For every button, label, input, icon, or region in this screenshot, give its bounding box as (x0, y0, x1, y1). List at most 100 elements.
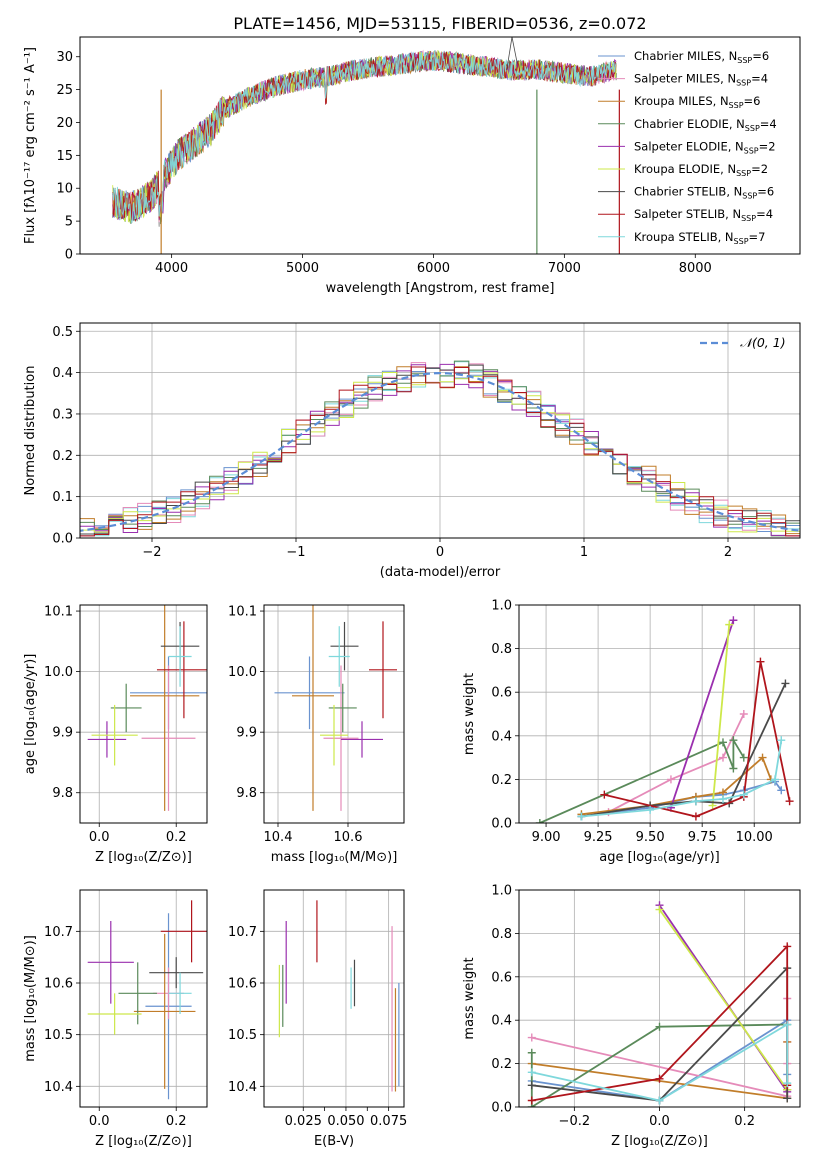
weight-marker (666, 775, 675, 784)
panel-weight-vs-age: 9.00 9.25 9.50 9.75 10.00 0.0 0.2 0.4 0.6 0.8 1.0 a… (462, 599, 801, 865)
x-tick-label: 10.4 (264, 830, 293, 845)
weight-marker (783, 1079, 792, 1088)
x-tick-label: 0 (436, 545, 444, 560)
plot-area (87, 605, 207, 811)
weight-marker (739, 710, 748, 718)
panel-spectrum: 4000 5000 6000 7000 8000 0 5 10 15 20 25 30 waveleng… (23, 36, 801, 296)
x-tick-label: 9.25 (584, 830, 613, 845)
weight-marker (535, 819, 544, 823)
plot-area (80, 360, 800, 537)
x-tick-label: 0.025 (285, 1114, 322, 1129)
x-tick-label: 0.2 (166, 830, 187, 845)
y-tick-label: 0.2 (52, 449, 73, 464)
y-tick-label: 10.1 (44, 605, 73, 620)
plot-area (527, 901, 792, 1107)
y-tick-label: 1.0 (491, 884, 512, 899)
weight-line (711, 624, 731, 806)
y-tick-label: 15 (56, 149, 73, 164)
y-tick-label: 10.5 (228, 1028, 257, 1043)
weight-marker (783, 1020, 792, 1029)
weight-marker (718, 738, 727, 747)
weight-marker (758, 753, 767, 762)
y-tick-label: 9.8 (236, 786, 257, 801)
weight-marker (729, 616, 738, 625)
spectrum-line (506, 37, 518, 70)
x-axis-label: Z [log₁₀(Z/Z⊙)] (611, 1134, 708, 1149)
x-tick-label: 0.075 (370, 1114, 407, 1129)
y-axis-label: age [log₁₀(age/yr)] (23, 654, 38, 775)
plot-area (87, 900, 207, 1100)
x-axis-label: wavelength [Angstrom, rest frame] (326, 281, 555, 296)
x-tick-label: 8000 (679, 261, 712, 276)
y-tick-label: 0 (65, 248, 73, 263)
weight-marker (527, 1068, 536, 1077)
y-tick-label: 0.5 (52, 325, 73, 340)
y-tick-label: 0.6 (491, 686, 512, 701)
y-tick-label: 0.3 (52, 407, 73, 422)
x-tick-label: 4000 (155, 261, 188, 276)
weight-marker (777, 786, 786, 795)
weight-marker (527, 1048, 536, 1057)
weight-line (530, 1023, 788, 1107)
x-axis-label: mass [log₁₀(M/M⊙)] (271, 850, 398, 865)
weight-marker (577, 812, 586, 821)
legend-entry: Salpeter STELIB, NSSP=4 (634, 207, 773, 223)
y-tick-label: 5 (65, 215, 73, 230)
weight-line (531, 1022, 789, 1102)
y-tick-label: 0.8 (491, 642, 512, 657)
y-tick-label: 10.7 (228, 925, 257, 940)
x-tick-label: 1 (580, 545, 588, 560)
y-tick-label: 10.0 (228, 665, 257, 680)
weight-marker (783, 1094, 792, 1103)
y-tick-label: 0.1 (52, 490, 73, 505)
panel-age-vs-mass: 10.4 10.6 9.8 9.9 10.0 10.1 mass [log₁₀(M/M⊙)] (228, 604, 405, 865)
weight-marker (655, 1096, 664, 1105)
panel-mass-vs-EBV: 0.025 0.050 0.075 10.4 10.5 10.6 10.7 E(B-V) (228, 889, 407, 1149)
x-tick-label: 10.6 (334, 830, 363, 845)
weight-marker (527, 1096, 536, 1105)
x-axis-label: Z [log₁₀(Z/Z⊙)] (95, 1134, 192, 1149)
legend-entry: Kroupa MILES, NSSP=6 (634, 94, 760, 110)
legend: 𝒩(0, 1) (700, 335, 786, 350)
y-tick-label: 10.6 (44, 977, 73, 992)
y-tick-label: 10.4 (228, 1080, 257, 1095)
legend: Chabrier MILES, NSSP=6 Salpeter MILES, NS… (598, 49, 777, 246)
y-tick-label: 0.4 (491, 729, 512, 744)
weight-marker (739, 790, 748, 799)
x-tick-label: 6000 (417, 261, 450, 276)
x-axis-label: E(B-V) (314, 1134, 354, 1149)
y-axis-label: Normed distribution (23, 366, 38, 496)
weight-line (604, 661, 791, 818)
x-tick-label: 9.50 (636, 830, 665, 845)
legend-entry: Salpeter MILES, NSSP=4 (634, 72, 768, 88)
weight-marker (718, 795, 727, 804)
axes-frame (79, 36, 801, 255)
plot-area (278, 900, 400, 1092)
y-tick-label: 0.0 (491, 1101, 512, 1116)
x-tick-label: 9.75 (688, 830, 717, 845)
x-tick-label: 0.2 (734, 1114, 755, 1129)
y-tick-label: 9.8 (52, 786, 73, 801)
normal-curve (80, 371, 800, 532)
x-tick-label: 5000 (286, 261, 319, 276)
x-tick-label: 0.0 (649, 1114, 670, 1129)
y-tick-label: 10.1 (228, 605, 257, 620)
y-tick-label: 10.0 (44, 665, 73, 680)
weight-marker (729, 764, 738, 773)
y-tick-label: 10.7 (44, 925, 73, 940)
axes-frame (518, 889, 801, 1108)
weight-marker (739, 753, 748, 762)
x-tick-label: −0.2 (559, 1114, 591, 1129)
weight-marker (527, 1081, 536, 1090)
y-tick-label: 0.4 (52, 366, 73, 381)
x-tick-label: 9.00 (532, 830, 561, 845)
y-axis-label: mass weight (462, 673, 477, 755)
weight-marker (718, 753, 727, 762)
weight-line (608, 713, 745, 813)
y-axis-label: mass [log₁₀(M/M⊙)] (23, 935, 38, 1062)
x-axis-label: age [log₁₀(age/yr)] (599, 850, 720, 865)
axes-frame (79, 604, 208, 824)
weight-marker (725, 620, 734, 629)
weight-marker (691, 797, 700, 806)
